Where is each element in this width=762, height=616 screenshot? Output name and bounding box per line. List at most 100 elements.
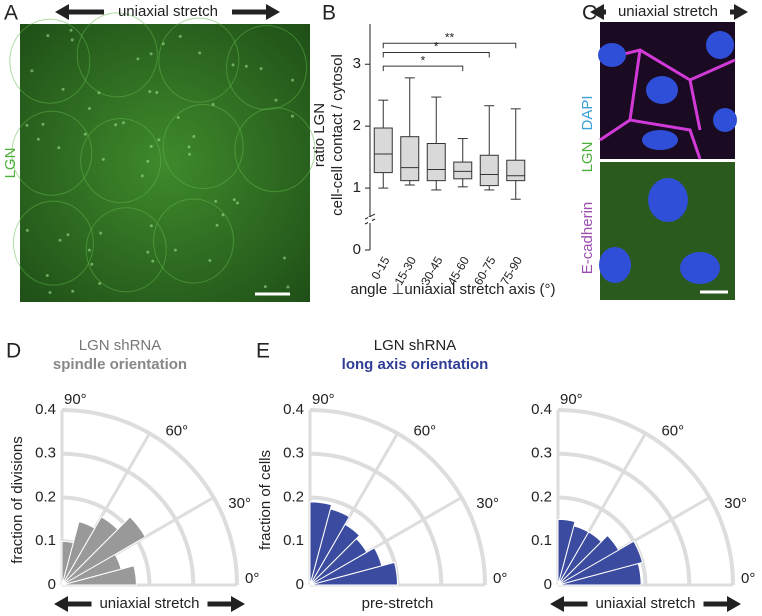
speckle <box>231 63 235 67</box>
box <box>400 136 420 182</box>
speckle <box>71 289 75 293</box>
header: uniaxial stretch <box>118 3 218 20</box>
theta-tick-label: 30° <box>724 495 747 512</box>
r-tick-label: 0.1 <box>283 532 304 549</box>
significance-bracket <box>382 65 464 72</box>
x-axis-label: angle ⊥uniaxial stretch axis (°) <box>351 281 556 298</box>
wedge <box>309 501 333 586</box>
speckle <box>235 201 239 205</box>
speckle <box>36 137 40 141</box>
speckle <box>187 145 191 149</box>
r-tick-label: 0.3 <box>283 445 304 462</box>
speckle <box>101 157 105 161</box>
cell-outline <box>234 107 316 193</box>
x-axis-label: uniaxial stretch <box>99 595 199 612</box>
significance-label: ** <box>445 30 455 44</box>
speckle <box>161 42 165 46</box>
speckle <box>146 250 150 254</box>
box <box>373 127 393 174</box>
theta-tick-label: 0° <box>493 570 507 587</box>
wedge <box>61 520 96 586</box>
panel-letter: C <box>582 2 597 25</box>
speckle <box>90 262 94 266</box>
theta-tick-label: 30° <box>476 495 499 512</box>
r-tick-label: 0.1 <box>531 532 552 549</box>
speckle <box>25 228 29 232</box>
cell-outline <box>153 198 235 284</box>
speckle <box>149 224 153 228</box>
r-tick-label: 0 <box>296 576 304 593</box>
wedge <box>557 534 620 586</box>
x-tick-label: 0-15 <box>368 254 392 282</box>
speckle <box>244 64 248 68</box>
cell-outline <box>11 110 93 196</box>
speckle <box>25 123 29 127</box>
r-tick-label: 0.4 <box>35 401 56 418</box>
speckle <box>176 116 180 120</box>
r-tick-label: 0.1 <box>35 532 56 549</box>
speckle <box>151 259 155 263</box>
y-axis-label: ratio LGN <box>311 103 328 167</box>
arrow-head <box>231 596 245 612</box>
speckle <box>173 248 177 252</box>
wedge <box>557 518 576 586</box>
membrane <box>599 48 736 160</box>
wedge <box>557 540 644 586</box>
speckle <box>198 51 202 55</box>
wedge <box>309 547 383 586</box>
theta-tick-label: 90° <box>312 391 335 408</box>
nucleus <box>706 31 734 59</box>
arrow-head <box>727 596 741 612</box>
speckle <box>99 231 103 235</box>
theta-tick-label: 60° <box>165 423 188 440</box>
r-tick-label: 0 <box>544 576 552 593</box>
r-tick-label: 0.2 <box>35 488 56 505</box>
speckle <box>187 152 191 156</box>
box <box>506 159 526 182</box>
cell-outline <box>80 118 162 204</box>
y-tick-label: 3 <box>353 55 361 72</box>
speckle <box>98 281 102 285</box>
y-tick-label: 2 <box>353 117 361 134</box>
chart-title: LGN shRNA <box>374 337 457 354</box>
arrow-head <box>590 4 604 20</box>
y-axis-label: cell-cell contact / cytosol <box>329 54 346 216</box>
theta-tick-label: 90° <box>560 391 583 408</box>
grid-arc <box>557 451 692 586</box>
speckle <box>61 87 65 91</box>
speckle <box>149 144 153 148</box>
panel-letter: E <box>256 340 270 363</box>
arrow-head <box>55 4 69 20</box>
speckle <box>155 91 159 95</box>
speckle <box>57 146 61 150</box>
grid-arc <box>309 408 487 586</box>
grid-arc <box>557 408 735 586</box>
speckle <box>214 199 218 203</box>
speckle <box>41 122 45 126</box>
nucleus <box>646 76 678 104</box>
cell-outline <box>9 18 91 104</box>
speckle <box>291 78 295 82</box>
nucleus <box>680 252 720 284</box>
y-tick-label: 0 <box>353 241 361 258</box>
chart-subtitle: spindle orientation <box>53 356 187 373</box>
speckle <box>70 38 74 42</box>
r-tick-label: 0.2 <box>283 488 304 505</box>
speckle <box>140 174 144 178</box>
grid-arc <box>61 451 196 586</box>
speckle <box>83 132 87 136</box>
box <box>426 143 446 182</box>
theta-tick-label: 30° <box>228 495 251 512</box>
theta-tick-label: 90° <box>64 391 87 408</box>
arrow-head <box>550 596 564 612</box>
arrow-head <box>54 596 68 612</box>
cell-outline <box>76 12 158 98</box>
panel-letter: A <box>4 2 18 25</box>
speckle <box>232 198 236 202</box>
box <box>453 161 473 180</box>
speckle <box>286 285 290 289</box>
speckle <box>136 57 140 61</box>
speckle <box>66 233 70 237</box>
cell-outline <box>162 104 244 190</box>
panel-letter: D <box>6 340 21 363</box>
